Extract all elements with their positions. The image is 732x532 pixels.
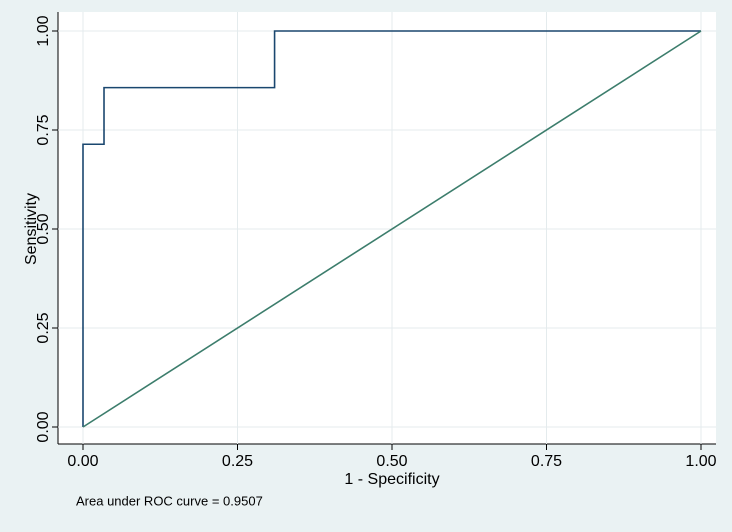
note: Area under ROC curve = 0.9507: [76, 493, 263, 508]
x-tick-label: 0.25: [222, 453, 253, 470]
y-tick-label: 0.50: [35, 213, 52, 244]
y-axis-title: Sensitivity: [23, 193, 40, 265]
x-tick-label: 1.00: [685, 453, 716, 470]
x-tick-label: 0.75: [531, 453, 562, 470]
x-tick-label: 0.50: [376, 453, 407, 470]
series-line: [82, 30, 701, 427]
y-tick-label: 0.25: [35, 312, 52, 343]
x-axis-title: 1 - Specificity: [344, 471, 439, 488]
x-tick-label: 0.00: [67, 453, 98, 470]
series-line: [82, 30, 702, 428]
y-tick-label: 0.75: [35, 114, 52, 145]
y-tick-label: 0.00: [35, 411, 52, 442]
y-tick-label: 1.00: [35, 15, 52, 46]
